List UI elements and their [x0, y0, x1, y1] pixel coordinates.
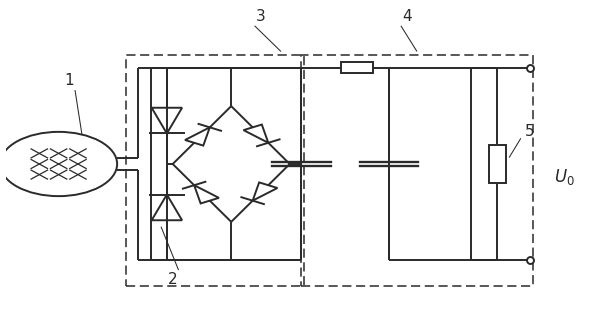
Bar	[301, 55, 533, 286]
Text: 1: 1	[64, 73, 74, 88]
Text: 2: 2	[168, 272, 177, 287]
Bar	[341, 62, 373, 73]
Text: $U_0$: $U_0$	[554, 167, 575, 187]
Text: 4: 4	[402, 9, 411, 24]
Bar	[488, 145, 506, 183]
Text: 5: 5	[525, 124, 534, 139]
Text: 3: 3	[256, 9, 265, 24]
Bar	[126, 55, 304, 286]
